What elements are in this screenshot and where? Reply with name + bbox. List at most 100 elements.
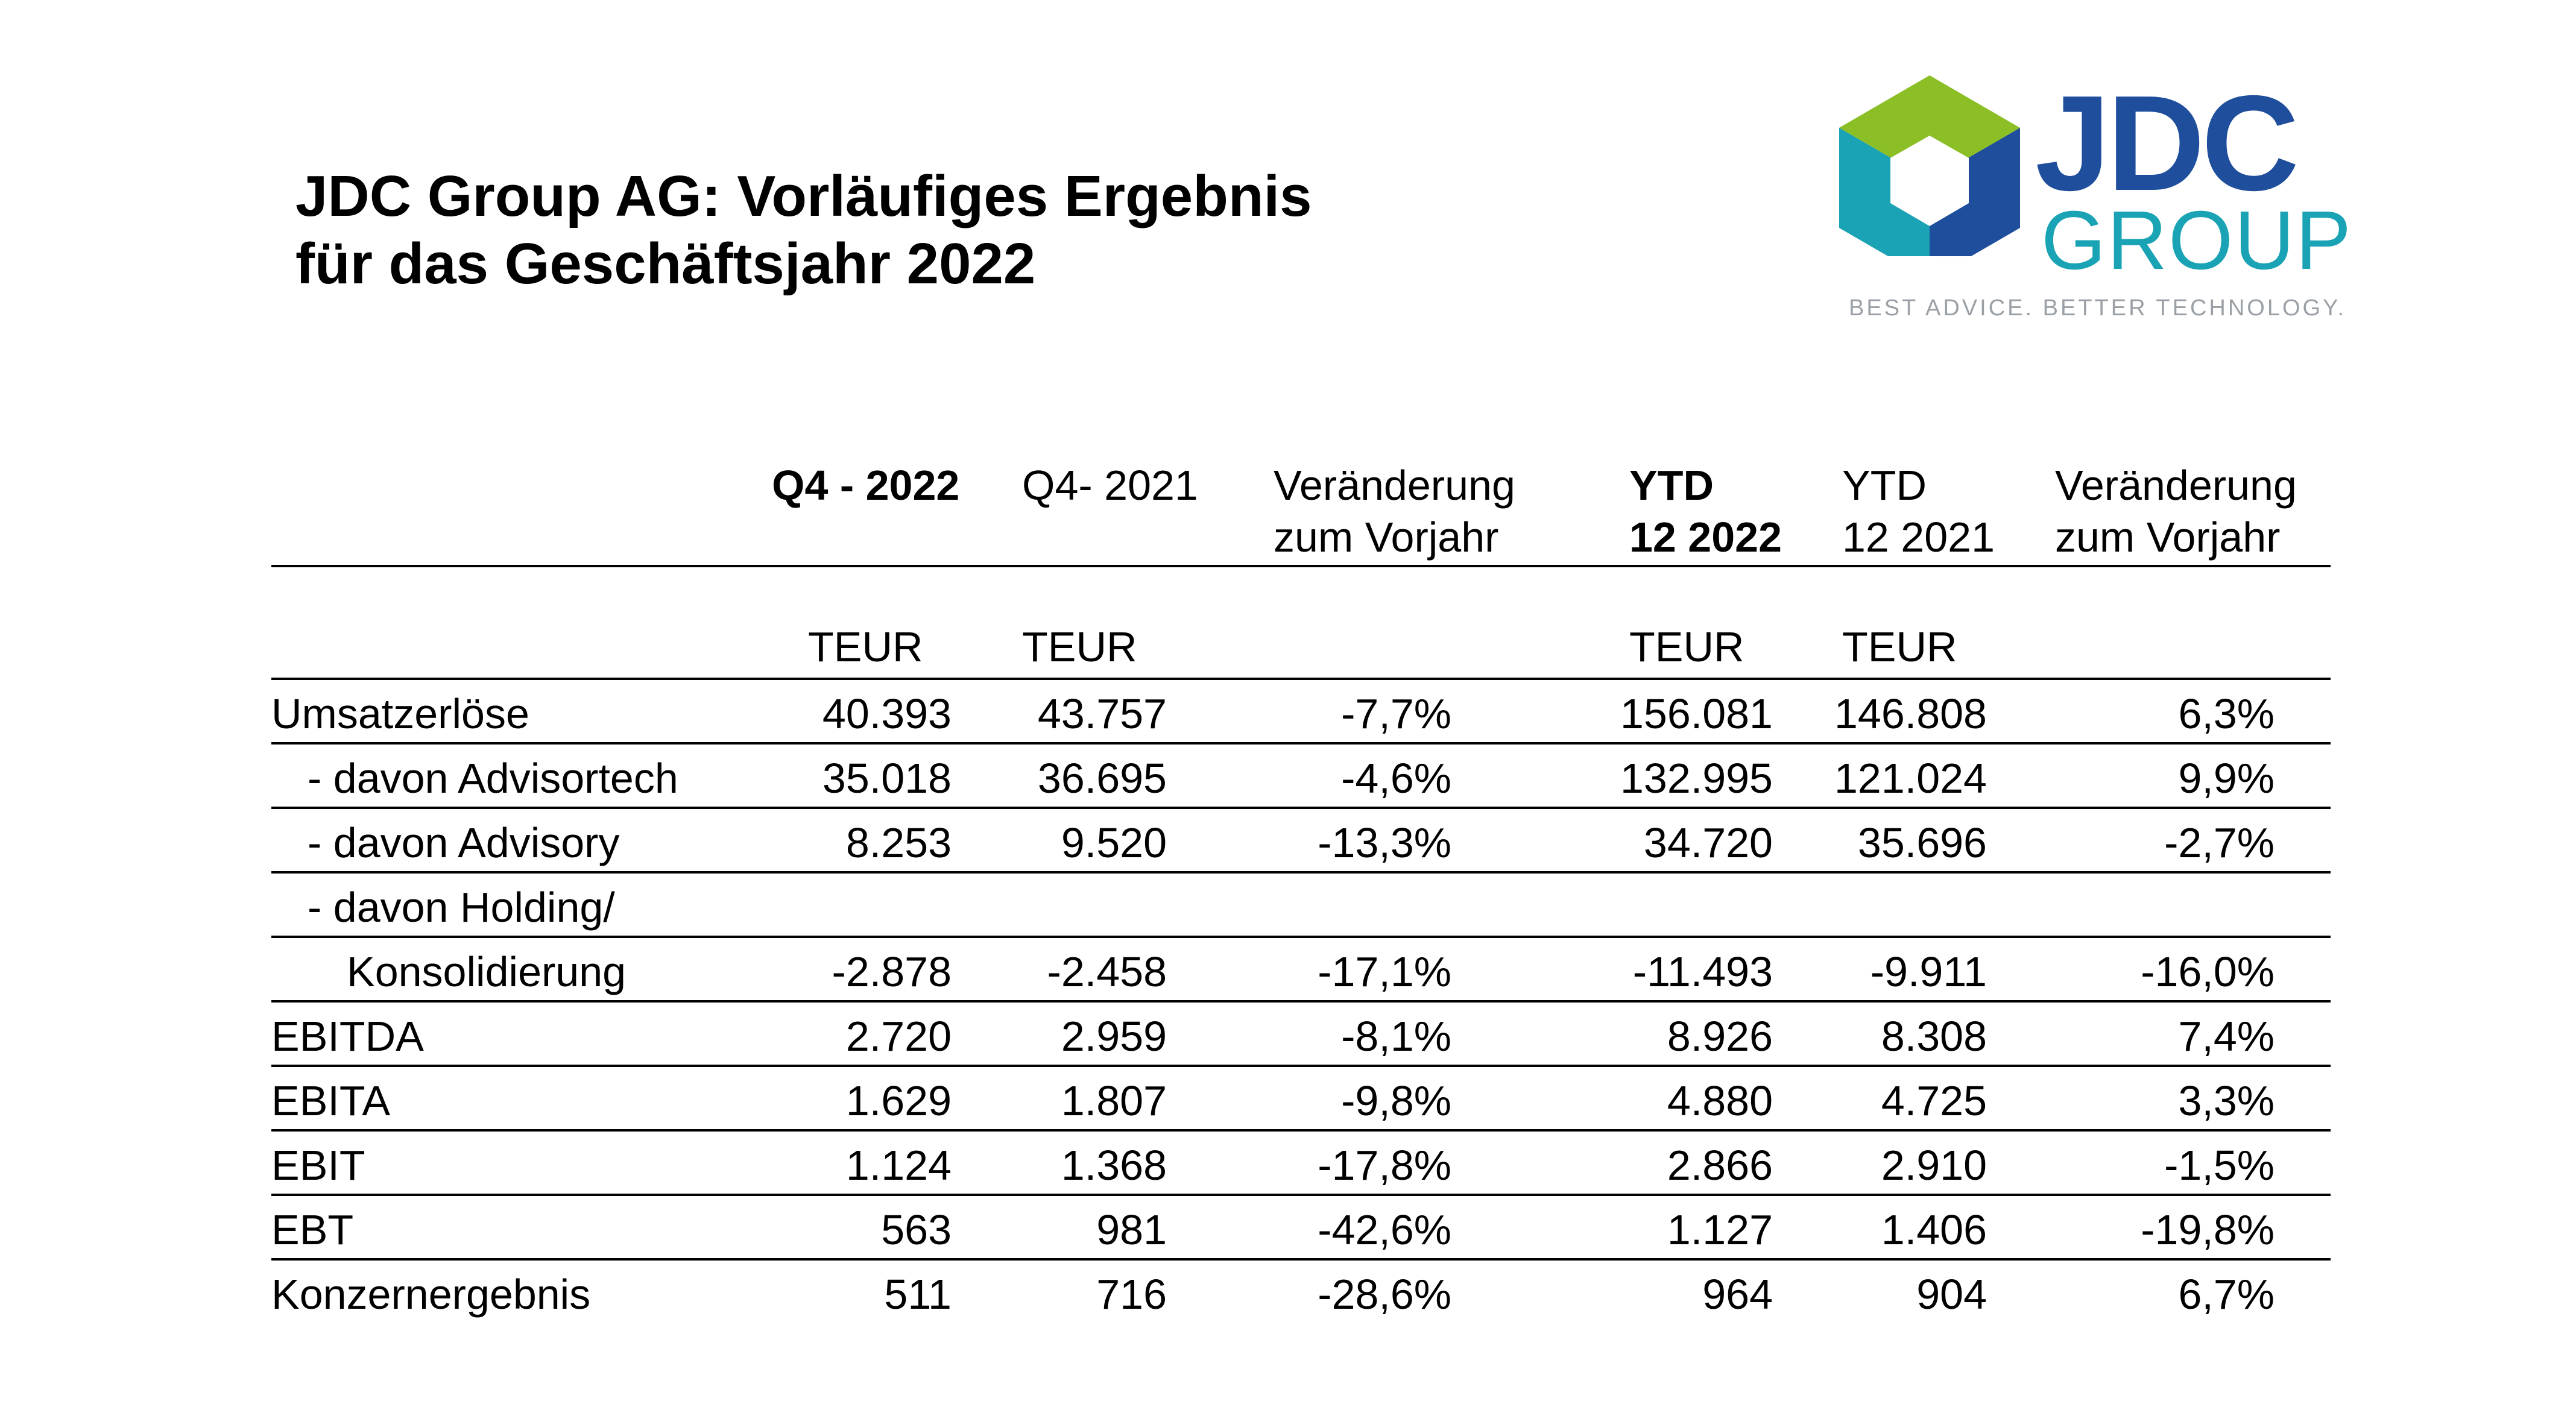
row-divider <box>271 1194 2331 1196</box>
cell-q4-2022: 35.018 <box>822 755 952 802</box>
title-line-1: JDC Group AG: Vorläufiges Ergebnis <box>295 164 1312 228</box>
cell-q4-2022: 1.629 <box>845 1077 952 1124</box>
page-title: JDC Group AG: Vorläufiges Ergebnis für d… <box>295 163 1312 298</box>
cell-change-q: -8,1% <box>1341 1013 1451 1060</box>
table-row: EBIT 1.124 1.368 -17,8% 2.866 2.910 -1,5… <box>271 1133 2331 1198</box>
cell-q4-2021: 1.807 <box>1061 1077 1167 1124</box>
cell-ytd-2022: 132.995 <box>1620 755 1773 802</box>
row-label: EBITA <box>271 1077 391 1124</box>
header-q4-2021: Q4- 2021 <box>1022 462 1198 509</box>
cell-change-q: -13,3% <box>1318 819 1451 866</box>
header-change-y-line1: Veränderung <box>2055 462 2297 509</box>
cell-ytd-2021: 2.910 <box>1881 1142 1987 1189</box>
cell-q4-2021: -2.458 <box>1047 948 1167 995</box>
row-label: - davon Advisortech <box>308 755 678 802</box>
row-divider <box>271 871 2331 874</box>
cell-q4-2021: 36.695 <box>1037 755 1167 802</box>
cell-change-y: -16,0% <box>2141 948 2275 995</box>
cell-q4-2021: 716 <box>1096 1271 1167 1318</box>
cell-change-q: -4,6% <box>1341 755 1451 802</box>
cell-q4-2021: 1.368 <box>1061 1142 1167 1189</box>
header-ytd-2022-line2: 12 2022 <box>1629 514 1782 561</box>
table-row: - davon Holding/ <box>271 875 2331 940</box>
table-row: Konsolidierung -2.878 -2.458 -17,1% -11.… <box>271 940 2331 1004</box>
cell-ytd-2022: 8.926 <box>1667 1013 1773 1060</box>
cell-change-y: -2,7% <box>2164 819 2275 866</box>
cell-q4-2022: -2.878 <box>832 948 952 995</box>
cell-change-y: 7,4% <box>2178 1013 2275 1060</box>
row-divider <box>271 1258 2331 1261</box>
unit-ytd-2022: TEUR <box>1629 623 1744 670</box>
logo-jdc-text: JDC <box>2035 67 2299 219</box>
cell-ytd-2021: 1.406 <box>1881 1206 1987 1253</box>
cell-q4-2022: 1.124 <box>845 1142 952 1189</box>
cell-change-y: 6,3% <box>2178 690 2275 737</box>
units-divider <box>271 678 2331 680</box>
table-row: - davon Advisortech 35.018 36.695 -4,6% … <box>271 746 2331 811</box>
header-change-q-line1: Veränderung <box>1274 462 1515 509</box>
header-q4-2022: Q4 - 2022 <box>772 462 960 509</box>
cell-ytd-2022: 4.880 <box>1667 1077 1773 1124</box>
cell-ytd-2021: 4.725 <box>1881 1077 1987 1124</box>
row-label: EBT <box>271 1206 354 1253</box>
unit-q4-2022: TEUR <box>808 623 923 670</box>
cell-change-q: -17,8% <box>1318 1142 1451 1189</box>
table-row: Konzernergebnis 511 716 -28,6% 964 904 6… <box>271 1262 2331 1327</box>
row-divider <box>271 1065 2331 1067</box>
cell-ytd-2021: 121.024 <box>1834 755 1987 802</box>
cell-ytd-2021: 904 <box>1916 1271 1987 1318</box>
header-ytd-2021-line1: YTD <box>1842 462 1927 509</box>
row-divider <box>271 807 2331 809</box>
header-ytd-2022-line1: YTD <box>1629 462 1714 509</box>
cell-q4-2022: 511 <box>884 1271 952 1318</box>
row-label: - davon Advisory <box>308 819 620 866</box>
unit-q4-2021: TEUR <box>1022 623 1137 670</box>
cell-change-y: -1,5% <box>2164 1142 2275 1189</box>
row-label: Konzernergebnis <box>271 1271 591 1318</box>
table-row: - davon Advisory 8.253 9.520 -13,3% 34.7… <box>271 811 2331 875</box>
header-divider <box>271 565 2331 567</box>
cell-change-q: -28,6% <box>1318 1271 1451 1318</box>
cell-change-y: 6,7% <box>2178 1271 2275 1318</box>
header-ytd-2021-line2: 12 2021 <box>1842 514 1995 561</box>
cell-ytd-2021: 8.308 <box>1881 1013 1987 1060</box>
cell-q4-2022: 40.393 <box>822 690 952 737</box>
cell-ytd-2022: -11.493 <box>1632 948 1773 995</box>
cell-ytd-2022: 34.720 <box>1643 819 1773 866</box>
cell-change-q: -9,8% <box>1341 1077 1451 1124</box>
row-label: EBITDA <box>271 1013 424 1060</box>
cell-q4-2021: 981 <box>1096 1206 1167 1253</box>
jdc-group-logo: JDC GROUP BEST ADVICE. BETTER TECHNOLOGY… <box>1839 67 2351 329</box>
title-line-2: für das Geschäftsjahr 2022 <box>295 231 1036 296</box>
row-label: EBIT <box>271 1142 365 1189</box>
cell-change-y: -19,8% <box>2141 1206 2275 1253</box>
logo-group-text: GROUP <box>2041 194 2353 287</box>
row-divider <box>271 1129 2331 1132</box>
cell-ytd-2022: 156.081 <box>1620 690 1773 737</box>
cell-ytd-2022: 2.866 <box>1667 1142 1773 1189</box>
row-divider <box>271 742 2331 744</box>
table-row: EBITDA 2.720 2.959 -8,1% 8.926 8.308 7,4… <box>271 1004 2331 1069</box>
cell-q4-2022: 2.720 <box>845 1013 952 1060</box>
row-label: Konsolidierung <box>347 948 627 995</box>
cell-q4-2021: 2.959 <box>1061 1013 1167 1060</box>
logo-tagline: BEST ADVICE. BETTER TECHNOLOGY. <box>1849 295 2347 321</box>
cell-q4-2022: 8.253 <box>845 819 952 866</box>
cell-ytd-2022: 1.127 <box>1667 1206 1773 1253</box>
cell-ytd-2021: -9.911 <box>1870 948 1987 995</box>
cell-ytd-2021: 35.696 <box>1857 819 1987 866</box>
table-row: EBT 563 981 -42,6% 1.127 1.406 -19,8% <box>271 1198 2331 1262</box>
row-divider <box>271 1000 2331 1003</box>
unit-ytd-2021: TEUR <box>1842 623 1957 670</box>
cell-q4-2022: 563 <box>881 1206 952 1253</box>
results-table: Q4 - 2022 Q4- 2021 Veränderung zum Vorja… <box>271 0 2331 1404</box>
header-change-y-line2: zum Vorjahr <box>2055 514 2281 561</box>
row-label: Umsatzerlöse <box>271 690 529 737</box>
row-label: - davon Holding/ <box>308 884 615 931</box>
cell-ytd-2021: 146.808 <box>1834 690 1987 737</box>
row-divider <box>271 936 2331 938</box>
cell-change-y: 9,9% <box>2178 755 2275 802</box>
cell-ytd-2022: 964 <box>1702 1271 1773 1318</box>
cell-q4-2021: 43.757 <box>1037 690 1167 737</box>
cube-icon <box>1839 75 2020 256</box>
